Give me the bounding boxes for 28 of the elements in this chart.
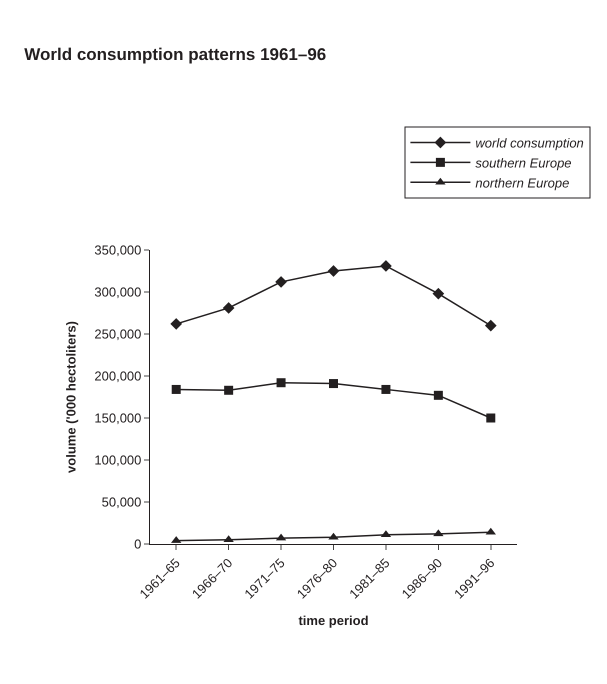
point xyxy=(170,318,182,330)
point xyxy=(224,386,234,395)
point xyxy=(222,302,234,314)
point xyxy=(484,320,497,332)
point xyxy=(172,384,181,394)
point xyxy=(432,288,444,300)
chart-title: World consumption patterns 1961–96 xyxy=(24,44,326,64)
point xyxy=(381,384,390,394)
point xyxy=(275,276,287,288)
point xyxy=(276,378,286,388)
legend-label: southern Europe xyxy=(475,155,572,170)
legend-label: world consumption xyxy=(475,136,584,151)
y-tick-label: 300,000 xyxy=(94,284,142,300)
y-tick-label: 150,000 xyxy=(94,410,142,426)
y-tick-label: 100,000 xyxy=(94,452,142,468)
y-tick-label: 0 xyxy=(134,536,142,552)
y-tick-label: 200,000 xyxy=(94,368,142,384)
point xyxy=(380,260,392,272)
point xyxy=(486,414,496,422)
y-tick-label: 50,000 xyxy=(102,494,142,510)
y-tick-label: 350,000 xyxy=(94,242,142,258)
y-axis-title: volume ('000 hectoliters) xyxy=(63,321,78,473)
point xyxy=(329,379,338,388)
y-tick-label: 250,000 xyxy=(94,326,142,342)
x-axis-title: time period xyxy=(298,613,369,628)
point xyxy=(328,265,340,277)
legend-label: northern Europe xyxy=(475,175,570,190)
point xyxy=(434,390,443,400)
